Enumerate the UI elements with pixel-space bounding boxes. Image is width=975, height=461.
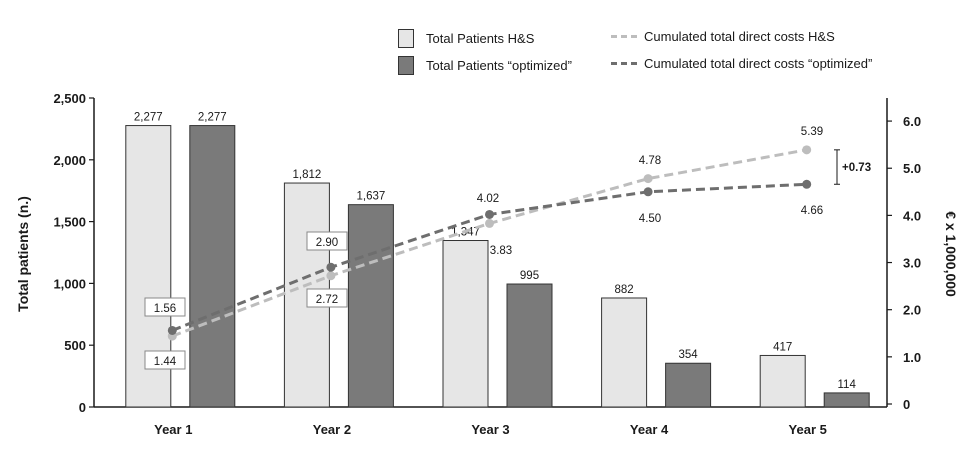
bar xyxy=(506,283,553,408)
series-line xyxy=(171,182,807,332)
bar-value-label: 1,812 xyxy=(293,169,322,181)
y-axis-title-right: € x 1,000,000 xyxy=(943,211,959,297)
x-tick-label: Year 1 xyxy=(154,422,192,437)
x-tick-label: Year 5 xyxy=(789,422,827,437)
series-line xyxy=(171,148,807,338)
bar-value-label: 995 xyxy=(520,270,539,282)
legend-label-bars-opt: Total Patients “optimized” xyxy=(426,58,572,73)
bar xyxy=(759,354,806,408)
legend-swatch-bars-opt xyxy=(398,56,414,75)
bar xyxy=(347,204,394,408)
y-tick-label-right: 4.0 xyxy=(903,208,921,223)
bar-value-label: 354 xyxy=(679,349,699,361)
legend-label-bars-hs: Total Patients H&S xyxy=(426,31,535,46)
series-point xyxy=(326,262,336,272)
legend-label-line-opt: Cumulated total direct costs “optimized” xyxy=(644,56,873,71)
line-value-label: 1.56 xyxy=(154,303,176,315)
line-value-label: 4.78 xyxy=(639,155,661,167)
bar xyxy=(665,362,712,408)
line-value-label: 4.02 xyxy=(477,193,499,205)
y-tick-label-right: 3.0 xyxy=(903,256,921,271)
plot-area: 0 500 1,000 1,500 2,000 2,500 0 1.0 2.0 3.0 4.0 5.0… xyxy=(53,91,921,437)
line-value-label: 4.50 xyxy=(639,213,661,225)
series-point xyxy=(643,174,653,184)
y-tick-label-right: 6.0 xyxy=(903,114,921,129)
line-value-label: 4.66 xyxy=(801,205,823,217)
line-value-label: 5.39 xyxy=(801,126,823,138)
series-point xyxy=(326,271,336,281)
bar xyxy=(823,392,870,408)
bar-value-label: 417 xyxy=(773,341,792,353)
legend-item-bars-opt: Total Patients “optimized” xyxy=(398,56,572,75)
y-tick-label-right: 1.0 xyxy=(903,350,921,365)
line-value-label: 1.44 xyxy=(154,356,177,368)
series-point xyxy=(485,218,494,228)
y-tick-label-left: 2,000 xyxy=(53,153,86,168)
y-axis-title-left: Total patients (n.) xyxy=(15,196,31,312)
legend-swatch-line-opt xyxy=(611,62,637,65)
line-value-label: 3.83 xyxy=(490,245,512,257)
legend-swatch-line-hs xyxy=(611,35,637,38)
annotation-label: +0.73 xyxy=(842,162,871,174)
line-label-box xyxy=(306,288,348,308)
series-point xyxy=(802,145,812,155)
x-tick-label: Year 3 xyxy=(471,422,509,437)
y-tick-label-left: 1,000 xyxy=(53,276,86,291)
legend-item-line-hs: Cumulated total direct costs H&S xyxy=(611,29,835,44)
series-point xyxy=(802,179,812,189)
line-label-box xyxy=(306,231,348,251)
line-value-label: 2.90 xyxy=(316,237,338,249)
y-tick-label-left: 0 xyxy=(79,400,86,415)
bar-value-label: 882 xyxy=(615,284,634,296)
y-tick-label-left: 2,500 xyxy=(53,91,86,106)
line-label-box xyxy=(144,297,186,317)
line-value-label: 2.72 xyxy=(316,294,338,306)
y-tick-label-right: 0 xyxy=(903,397,910,412)
legend-item-bars-hs: Total Patients H&S xyxy=(398,29,534,48)
series-point xyxy=(485,209,494,219)
series-point xyxy=(167,325,177,335)
legend-label-line-hs: Cumulated total direct costs H&S xyxy=(644,29,835,44)
y-tick-label-right: 5.0 xyxy=(903,161,921,176)
bar-value-label: 2,277 xyxy=(134,112,163,124)
series-point xyxy=(643,187,653,197)
x-tick-label: Year 4 xyxy=(630,422,669,437)
y-tick-label-right: 2.0 xyxy=(903,303,921,318)
line-label-box xyxy=(144,350,186,370)
bar xyxy=(442,240,489,408)
bar-value-label: 2,277 xyxy=(198,112,227,124)
legend-item-line-opt: Cumulated total direct costs “optimized” xyxy=(611,56,872,71)
bar-value-label: 114 xyxy=(838,379,857,391)
bar xyxy=(601,297,648,408)
legend-swatch-bars-hs xyxy=(398,29,414,48)
x-tick-label: Year 2 xyxy=(313,422,351,437)
y-tick-label-left: 500 xyxy=(64,338,86,353)
y-tick-label-left: 1,500 xyxy=(53,215,86,230)
bar xyxy=(189,125,236,408)
bar-value-label: 1,637 xyxy=(357,191,386,203)
